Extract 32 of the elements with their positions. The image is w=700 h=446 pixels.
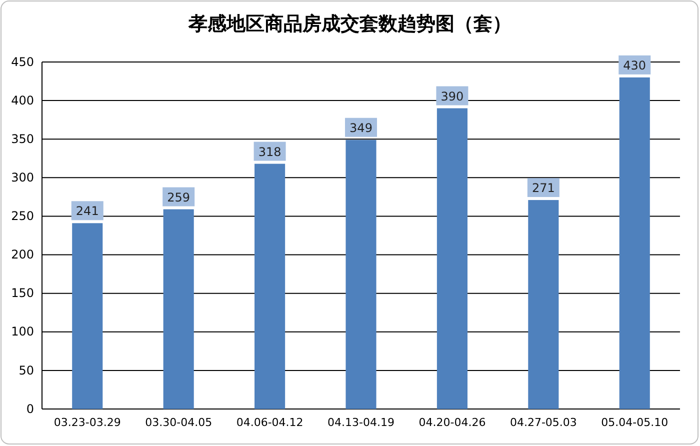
- bar: [163, 209, 194, 409]
- data-label: 241: [76, 204, 99, 218]
- y-tick-label: 150: [11, 286, 34, 300]
- y-tick-label: 0: [26, 402, 34, 416]
- x-tick-label: 03.30-04.05: [145, 416, 212, 429]
- y-tick-label: 100: [11, 324, 34, 339]
- y-tick-label: 200: [11, 248, 34, 262]
- data-label: 318: [258, 144, 282, 159]
- data-label: 349: [350, 120, 372, 135]
- x-tick-label: 04.20-04.26: [418, 416, 486, 429]
- bar: [72, 223, 103, 409]
- bar: [254, 164, 286, 409]
- x-tick-label: 03.23-03.29: [54, 416, 121, 429]
- chart-title: 孝感地区商品房成交套数趋势图（套）: [188, 13, 512, 35]
- x-tick-label: 04.06-04.12: [236, 416, 304, 429]
- y-tick-label: 250: [11, 209, 34, 224]
- y-tick-label: 400: [11, 93, 34, 108]
- data-label: 390: [440, 89, 464, 104]
- x-tick-label: 05.04-05.10: [601, 416, 668, 429]
- bar: [528, 200, 559, 409]
- data-label: 271: [532, 181, 555, 196]
- y-tick-label: 350: [11, 132, 34, 146]
- y-tick-label: 300: [11, 170, 34, 185]
- y-tick-label: 450: [11, 54, 34, 69]
- x-tick-label: 04.13-04.19: [328, 416, 394, 429]
- bar: [436, 108, 468, 409]
- bar: [346, 140, 376, 409]
- x-tick-label: 04.27-05.03: [510, 416, 577, 429]
- data-label: 430: [623, 58, 646, 72]
- y-tick-label: 50: [18, 363, 34, 378]
- bar: [619, 77, 650, 409]
- data-label: 259: [167, 190, 190, 204]
